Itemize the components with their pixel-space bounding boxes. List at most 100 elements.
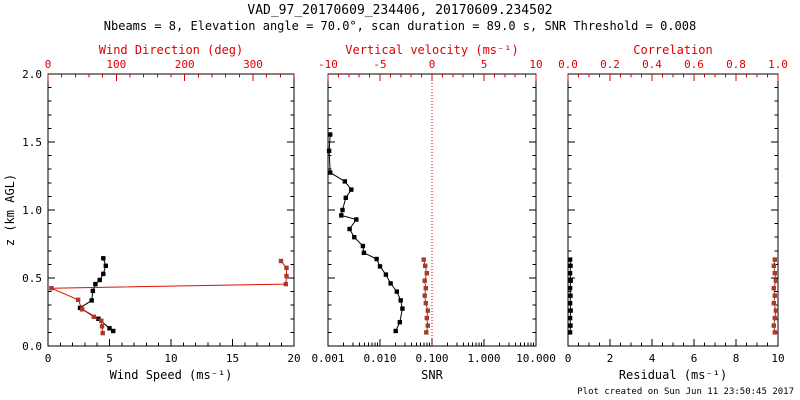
top-axis-tick-label: 300 bbox=[243, 58, 263, 71]
top-axis-label: Vertical velocity (ms⁻¹) bbox=[345, 43, 518, 57]
top-axis-tick-label: 0.4 bbox=[642, 58, 662, 71]
series-line bbox=[51, 260, 287, 334]
data-point-marker bbox=[397, 320, 402, 325]
data-point-marker bbox=[361, 250, 367, 255]
y-axis-label: z (km AGL) bbox=[3, 174, 17, 246]
y-axis-tick-label: 1.0 bbox=[22, 204, 42, 217]
series-correlation bbox=[771, 257, 779, 335]
data-point-marker bbox=[75, 297, 81, 302]
data-point-marker bbox=[567, 286, 573, 291]
data-point-marker bbox=[568, 278, 573, 283]
data-point-marker bbox=[567, 301, 573, 306]
y-axis-ticks bbox=[48, 73, 294, 347]
bottom-axis-tick-label: 0.010 bbox=[363, 352, 396, 365]
data-point-marker bbox=[567, 315, 573, 321]
data-point-marker bbox=[771, 286, 776, 291]
top-axis-tick-label: 5 bbox=[481, 58, 488, 71]
bottom-axis-tick-label: 10 bbox=[771, 352, 784, 365]
y-axis-tick-label: 0.5 bbox=[22, 272, 42, 285]
bottom-axis-tick-label: 0 bbox=[45, 352, 52, 365]
y-axis-tick-label: 0.0 bbox=[22, 340, 42, 353]
top-axis-tick-label: -5 bbox=[373, 58, 386, 71]
data-point-marker bbox=[423, 301, 428, 306]
plot-subtitle: Nbeams = 8, Elevation angle = 70.0°, sca… bbox=[103, 19, 697, 33]
data-point-marker bbox=[398, 298, 403, 303]
data-point-marker bbox=[568, 293, 573, 298]
top-axis-tick-label: 0 bbox=[45, 58, 52, 71]
bottom-axis-tick-label: 2 bbox=[607, 352, 614, 365]
bottom-axis-tick-label: 8 bbox=[733, 352, 740, 365]
data-point-marker bbox=[347, 226, 352, 232]
bottom-axis-tick-label: 4 bbox=[649, 352, 656, 365]
top-axis-tick-label: 0.6 bbox=[684, 58, 704, 71]
data-point-marker bbox=[89, 298, 94, 303]
data-point-marker bbox=[394, 289, 399, 294]
data-point-marker bbox=[111, 328, 116, 334]
data-point-marker bbox=[424, 271, 429, 276]
top-axis-tick-label: 200 bbox=[175, 58, 195, 71]
y-axis-ticks bbox=[328, 73, 536, 347]
data-point-marker bbox=[99, 318, 104, 323]
data-point-marker bbox=[49, 286, 54, 291]
series-line bbox=[328, 134, 403, 332]
y-axis-tick-label: 1.5 bbox=[22, 136, 42, 149]
data-point-marker bbox=[99, 324, 105, 329]
data-point-marker bbox=[567, 330, 573, 335]
data-point-marker bbox=[103, 263, 108, 268]
data-point-marker bbox=[568, 263, 573, 268]
data-point-marker bbox=[422, 293, 427, 298]
data-point-marker bbox=[771, 301, 776, 306]
data-point-marker bbox=[423, 286, 428, 291]
plot-title: VAD_97_20170609_234406, 20170609.234502 bbox=[247, 3, 553, 18]
data-point-marker bbox=[278, 258, 284, 264]
bottom-axis-tick-label: 20 bbox=[287, 352, 300, 365]
data-point-marker bbox=[773, 308, 779, 313]
data-point-marker bbox=[326, 148, 332, 153]
top-axis-ticks bbox=[327, 74, 537, 81]
data-point-marker bbox=[352, 235, 357, 240]
top-axis-tick-label: 0 bbox=[429, 58, 436, 71]
data-point-marker bbox=[771, 323, 776, 328]
bottom-axis-tick-label: 0.100 bbox=[415, 352, 448, 365]
panel-residual-correlation: 0 2 4 6 8 10 Residual (ms⁻¹) 0.0 0.2 0.4 0.6 0.8 1.0… bbox=[558, 43, 788, 382]
top-axis-label: Correlation bbox=[633, 43, 712, 57]
bottom-axis-tick-label: 10.000 bbox=[516, 352, 556, 365]
data-point-marker bbox=[97, 277, 102, 283]
data-point-marker bbox=[771, 263, 776, 268]
bottom-axis-tick-label: 1.000 bbox=[467, 352, 500, 365]
data-point-marker bbox=[283, 281, 288, 287]
plot-created-timestamp: Plot created on Sun Jun 11 23:50:45 2017 bbox=[577, 387, 794, 397]
top-axis-tick-label: 0.2 bbox=[600, 58, 620, 71]
data-point-marker bbox=[339, 213, 344, 218]
data-point-marker bbox=[343, 195, 348, 200]
data-point-marker bbox=[568, 308, 573, 313]
data-point-marker bbox=[772, 257, 777, 262]
data-point-marker bbox=[284, 273, 289, 279]
bottom-axis-label: Residual (ms⁻¹) bbox=[619, 368, 727, 382]
top-axis-ticks bbox=[47, 74, 295, 81]
data-point-marker bbox=[425, 308, 430, 313]
bottom-axis-tick-label: 6 bbox=[691, 352, 698, 365]
data-point-marker bbox=[80, 307, 85, 312]
data-point-marker bbox=[349, 187, 354, 192]
data-point-marker bbox=[377, 264, 383, 269]
panel-frame bbox=[567, 73, 779, 347]
data-point-marker bbox=[567, 257, 573, 262]
data-point-marker bbox=[772, 315, 777, 321]
data-point-marker bbox=[101, 271, 106, 277]
data-point-marker bbox=[422, 278, 427, 283]
series-residual bbox=[567, 257, 573, 335]
top-axis-tick-label: 0.8 bbox=[726, 58, 746, 71]
data-point-marker bbox=[328, 132, 333, 137]
data-point-marker bbox=[773, 278, 779, 283]
y-axis-tick-label: 2.0 bbox=[22, 68, 42, 81]
top-axis-tick-label: -10 bbox=[318, 58, 338, 71]
data-point-marker bbox=[421, 257, 426, 262]
data-point-marker bbox=[284, 265, 289, 270]
bottom-axis-ticks bbox=[47, 339, 295, 346]
data-point-marker bbox=[567, 271, 573, 276]
data-point-marker bbox=[772, 271, 777, 276]
data-point-marker bbox=[328, 170, 333, 175]
bottom-axis-ticks bbox=[327, 339, 537, 346]
data-point-marker bbox=[383, 272, 389, 277]
